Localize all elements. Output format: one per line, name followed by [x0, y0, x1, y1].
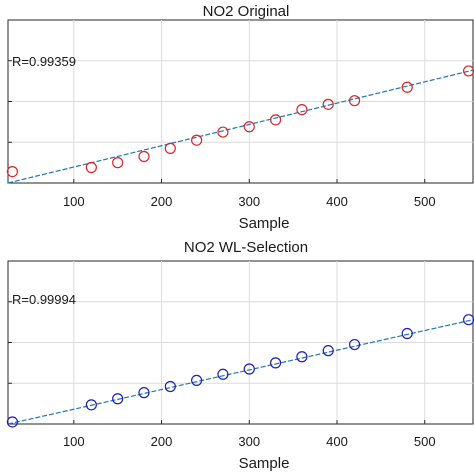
panel-2-point-12: [401, 327, 413, 340]
panel-1-point-6: [217, 126, 229, 138]
panel-1-title: NO2 Original: [203, 3, 290, 20]
panel-2-tick-label-1: 200: [151, 434, 173, 449]
panel-2-tick-label-2: 300: [238, 434, 260, 449]
panel-2-point-4: [164, 380, 176, 393]
panel-1: NO2 Original 100 200 300 400 500 R=0.99359 S…: [6, 3, 474, 232]
panel-1-grid: [8, 20, 473, 183]
panel-2-title: NO2 WL-Selection: [184, 239, 308, 256]
panel-2-grid: [8, 261, 473, 424]
panel-2-tick-label-4: 500: [414, 434, 436, 449]
panel-1-x-ticks: 100 200 300 400 500: [63, 179, 436, 209]
panel-2-point-2: [112, 393, 124, 405]
panel-1-fit-line: [7, 69, 474, 184]
panel-2-point-6: [217, 368, 229, 380]
panel-2: NO2 WL-Selection 100 200 300 400 500 R=0.999…: [6, 239, 474, 472]
panel-1-x-axis-label: Sample: [239, 215, 290, 232]
panel-2-point-1: [85, 399, 97, 411]
panel-1-tick-label-0: 100: [63, 194, 85, 209]
panel-1-point-10: [322, 98, 334, 110]
panel-2-tick-label-3: 400: [326, 434, 348, 449]
panel-1-point-1: [85, 161, 97, 174]
panel-1-point-3: [138, 150, 150, 163]
panel-2-point-5: [191, 374, 203, 386]
panel-1-point-7: [243, 121, 255, 133]
panel-2-fit-line: [7, 319, 474, 425]
panel-1-tick-label-3: 400: [326, 194, 348, 209]
panel-2-x-axis-label: Sample: [239, 455, 290, 472]
panel-1-point-4: [164, 142, 176, 154]
panel-2-point-0: [6, 416, 18, 428]
panel-2-point-3: [138, 387, 150, 399]
panel-2-points: [6, 314, 474, 428]
panel-2-tick-label-0: 100: [63, 434, 85, 449]
panel-1-point-8: [269, 114, 282, 126]
panel-2-point-8: [269, 357, 282, 369]
panel-1-point-5: [191, 134, 203, 146]
panel-1-point-0: [6, 165, 18, 178]
panel-1-point-11: [348, 95, 361, 107]
panel-1-r-annotation: R=0.99359: [12, 54, 76, 69]
panel-1-point-2: [112, 157, 124, 169]
panel-2-point-7: [243, 363, 255, 375]
panel-2-point-10: [322, 345, 334, 357]
panel-2-x-ticks: 100 200 300 400 500: [63, 420, 436, 449]
panel-1-point-9: [296, 104, 308, 116]
panel-2-point-9: [296, 351, 308, 363]
panel-1-points: [6, 65, 474, 178]
panel-1-point-12: [401, 81, 413, 93]
panel-1-tick-label-4: 500: [414, 194, 436, 209]
panel-2-point-11: [348, 338, 361, 351]
panel-1-tick-label-1: 200: [151, 194, 173, 209]
panel-2-r-annotation: R=0.99994: [12, 292, 76, 307]
panel-1-tick-label-2: 300: [238, 194, 260, 209]
